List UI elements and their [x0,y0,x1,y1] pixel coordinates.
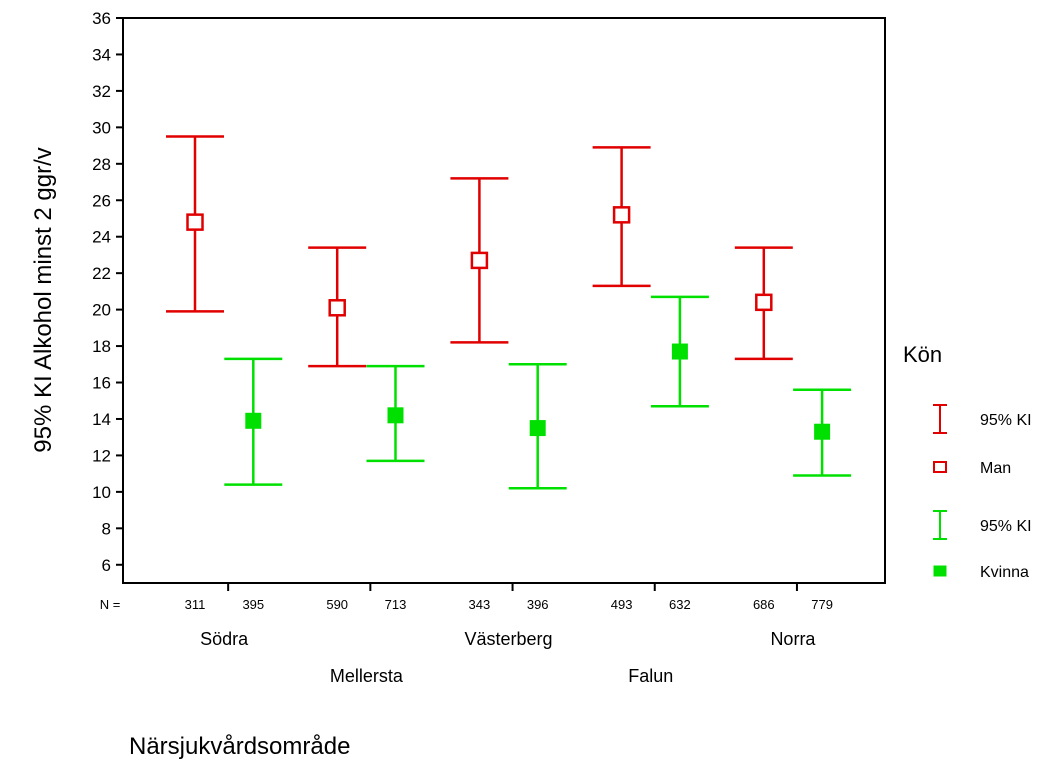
error-bar-man [592,146,651,288]
y-tick-label: 22 [92,264,111,283]
y-tick-label: 18 [92,337,111,356]
error-bars [166,135,852,490]
mean-marker [387,407,404,424]
category-label: Falun [628,666,673,686]
error-bar-kvinna [224,357,283,486]
legend-label: 95% KI [980,412,1032,429]
y-tick-label: 32 [92,82,111,101]
mean-marker [671,343,688,360]
y-tick-label: 28 [92,155,111,174]
error-bar-kvinna [508,363,567,490]
legend-title: Kön [903,342,942,367]
category-label: Norra [770,629,816,649]
n-count-label: 395 [242,597,264,612]
mean-marker [470,251,489,270]
y-tick-label: 16 [92,374,111,393]
mean-marker [529,420,546,437]
category-label: Västerberg [465,629,553,649]
legend-marker [933,565,947,577]
y-tick-label: 12 [92,446,111,465]
n-count-label: 590 [326,597,348,612]
error-bar-kvinna [793,388,852,477]
y-axis: 6 8 10 12 14 16 18 20 22 24 26 28 30 32 34 36 [92,9,123,575]
y-tick-label: 20 [92,301,111,320]
mean-marker [328,299,346,317]
y-tick-label: 26 [92,191,111,210]
n-count-label: 493 [611,597,633,612]
n-count-label: 632 [669,597,691,612]
category-label: Mellersta [330,666,404,686]
n-count-label: 713 [385,597,407,612]
x-axis: N = 311 395 Södra 590 713 Mellersta 343 396 Väste… [100,583,833,686]
n-count-label: 311 [185,597,206,612]
error-bar-man [450,177,509,344]
y-tick-label: 10 [92,483,111,502]
mean-marker [612,206,631,224]
mean-marker [186,213,204,231]
legend-label: Man [980,460,1011,477]
n-count-label: 343 [469,597,491,612]
legend: Kön 95% KI Man 95% KI Kvinna [903,342,1032,581]
n-count-label: 396 [527,597,549,612]
y-axis-label: 95% KI Alkohol minst 2 ggr/v [30,147,57,452]
y-tick-label: 24 [92,228,111,247]
n-count-label: 686 [753,597,775,612]
mean-marker [245,412,262,429]
y-tick-label: 8 [102,519,111,538]
plot-frame [122,17,886,584]
legend-label: 95% KI [980,518,1032,535]
y-tick-label: 34 [92,45,111,64]
error-bar-kvinna [650,295,709,408]
n-count-label: 779 [811,597,833,612]
y-tick-label: 30 [92,118,111,137]
mean-marker [755,293,773,312]
error-bar-kvinna [366,364,425,463]
legend-label: Kvinna [980,564,1029,581]
x-axis-label: Närsjukvårdsområde [129,733,350,760]
y-tick-label: 6 [102,556,111,575]
error-bar-man [166,135,224,313]
error-bar-man [734,246,793,361]
legend-marker [933,461,947,473]
y-tick-label: 14 [92,410,111,429]
n-prefix-label: N = [100,597,121,612]
category-label: Södra [200,629,249,649]
y-tick-label: 36 [92,9,111,28]
mean-marker [814,423,831,440]
error-bar-man [308,246,367,368]
